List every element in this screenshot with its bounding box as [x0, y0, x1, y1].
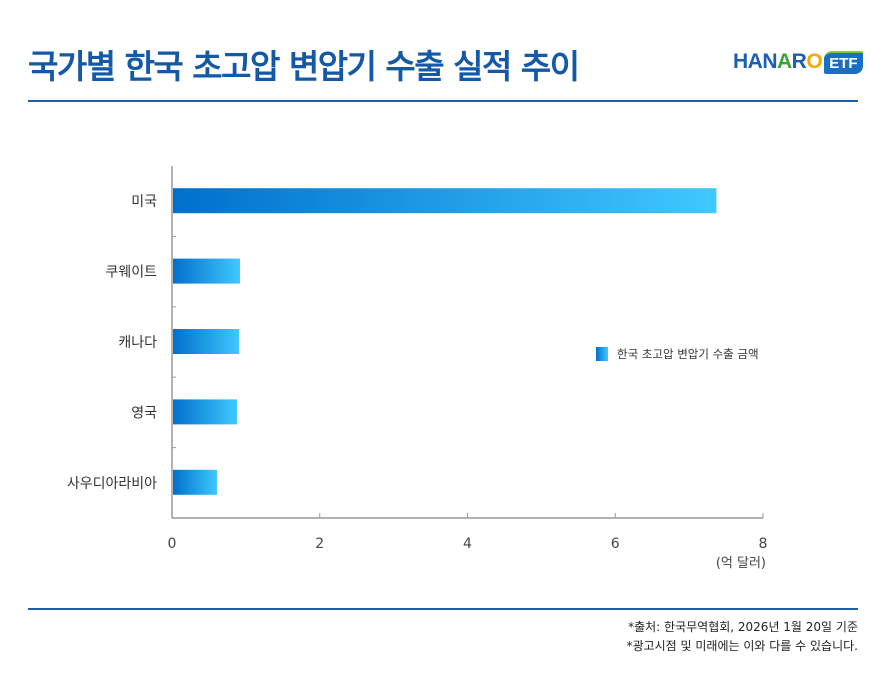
bar-1 — [173, 258, 240, 284]
bar-4 — [173, 469, 218, 495]
category-label: 영국 — [131, 405, 157, 421]
bar-2 — [173, 329, 240, 354]
source-note: *출처: 한국무역협회, 2026년 1월 20일 기준 — [628, 620, 858, 634]
x-tick-label: 2 — [315, 536, 324, 552]
x-tick-label: 6 — [611, 536, 620, 552]
legend-label: 한국 초고압 변압기 수출 금액 — [617, 347, 759, 361]
legend-swatch — [596, 347, 608, 361]
category-label: 사우디아라비아 — [67, 476, 157, 492]
x-axis-label: (억 달러) — [716, 556, 766, 571]
x-tick-label: 8 — [759, 536, 768, 552]
header-divider — [28, 100, 858, 102]
disclaimer-note: *광고시점 및 미래에는 이와 다를 수 있습니다. — [626, 639, 858, 653]
hanaro-etf-logo: HANARO ETF — [733, 50, 863, 74]
category-label: 캐나다 — [118, 335, 157, 351]
bar-0 — [173, 188, 717, 214]
category-label: 미국 — [131, 194, 157, 210]
category-label: 쿠웨이트 — [105, 265, 157, 281]
x-tick-label: 4 — [463, 536, 472, 552]
logo-badge: ETF — [824, 50, 863, 74]
bar-3 — [173, 399, 238, 425]
page-title: 국가별 한국 초고압 변압기 수출 실적 추이 — [28, 47, 580, 86]
footer-divider — [28, 608, 858, 610]
x-tick-label: 0 — [168, 536, 177, 552]
logo-text: HANARO — [733, 50, 823, 73]
